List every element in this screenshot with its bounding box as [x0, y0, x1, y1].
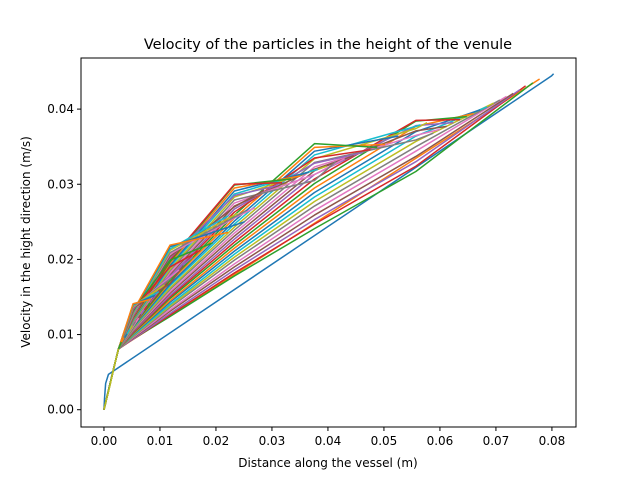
series-line-14: [103, 118, 461, 410]
series-line-11: [103, 109, 481, 410]
x-tick-label: 0.03: [259, 434, 286, 448]
y-axis: 0.00 0.01 0.02 0.03 0.04: [47, 102, 81, 417]
axes-frame: [80, 57, 577, 428]
series-line-1: [103, 73, 555, 410]
series-line-8: [103, 99, 501, 410]
y-tick-label: 0.03: [47, 177, 74, 191]
series-line-32: [103, 175, 301, 410]
x-tick-label: 0.07: [483, 434, 510, 448]
series-line-64: [103, 348, 120, 410]
x-axis: 0.00 0.01 0.02 0.03 0.04 0.05 0.06 0.07 0.08: [91, 427, 566, 448]
series-line-6: [103, 92, 514, 410]
chart-title: Velocity of the particles in the height …: [144, 37, 512, 53]
series-line-5: [103, 88, 521, 410]
series-line-12: [103, 112, 474, 410]
y-axis-label: Velocity in the hight direction (m/s): [19, 136, 33, 348]
plot-area: [80, 57, 577, 428]
x-tick-label: 0.02: [203, 434, 230, 448]
x-tick-label: 0.00: [91, 434, 118, 448]
y-tick-label: 0.00: [47, 403, 74, 417]
series-line-4: [103, 85, 527, 410]
x-tick-label: 0.06: [427, 434, 454, 448]
x-tick-label: 0.04: [315, 434, 342, 448]
y-tick-label: 0.04: [47, 102, 74, 116]
series-line-19: [103, 121, 428, 410]
x-tick-label: 0.05: [371, 434, 398, 448]
y-tick-label: 0.01: [47, 328, 74, 342]
series-line-3: [103, 82, 534, 410]
x-tick-label: 0.01: [147, 434, 174, 448]
x-axis-label: Distance along the vessel (m): [238, 456, 417, 470]
series-line-24: [103, 148, 371, 410]
y-tick-label: 0.02: [47, 252, 74, 266]
series-layer: [103, 73, 555, 410]
x-tick-label: 0.08: [539, 434, 566, 448]
